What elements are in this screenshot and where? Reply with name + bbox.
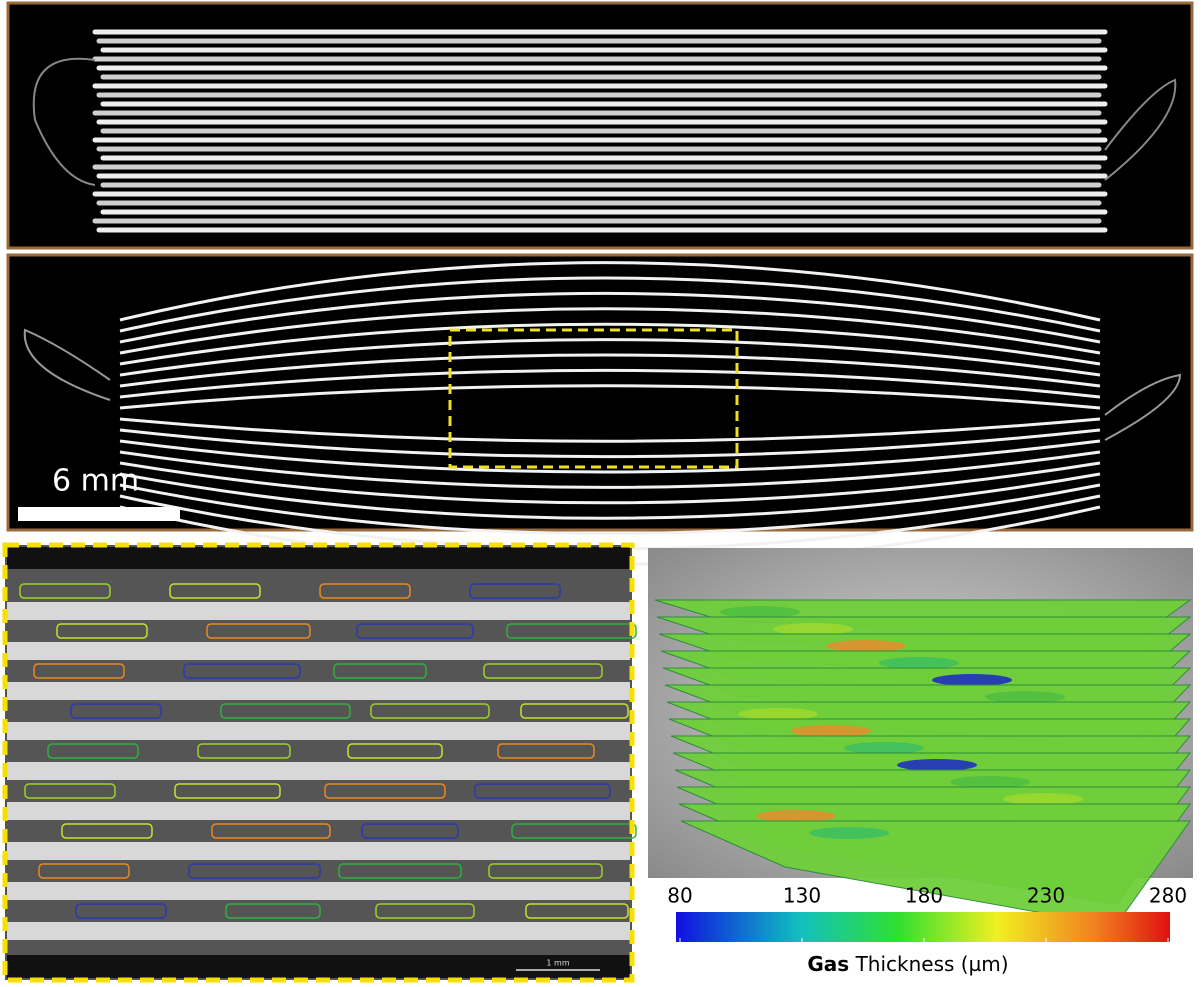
separator-band bbox=[7, 682, 630, 700]
gas-patch bbox=[932, 674, 1012, 686]
colorbar-tick-label: 80 bbox=[667, 884, 692, 908]
separator-band bbox=[7, 882, 630, 900]
gas-patch bbox=[1003, 793, 1083, 805]
gas-patch bbox=[791, 725, 871, 737]
colorbar-tick-label: 230 bbox=[1027, 884, 1065, 908]
colorbar-tick-label: 130 bbox=[783, 884, 821, 908]
separator-band bbox=[7, 842, 630, 860]
gas-patch bbox=[844, 742, 924, 754]
separator-band bbox=[7, 802, 630, 820]
page: 6 mm 1 mm 80 130 180 230 280 Gas Thickness (… bbox=[0, 0, 1202, 987]
inset-scale-label: 1 mm bbox=[546, 959, 569, 968]
colorbar-tick-label: 280 bbox=[1149, 884, 1187, 908]
gas-patch bbox=[809, 827, 889, 839]
scale-bar-label: 6 mm bbox=[52, 464, 139, 499]
gas-patch bbox=[985, 691, 1065, 703]
gas-patch bbox=[720, 606, 800, 618]
separator-band bbox=[7, 762, 630, 780]
colorbar-label: Gas Thickness (µm) bbox=[807, 952, 1008, 976]
separator-band bbox=[7, 602, 630, 620]
colorbar-label-bold: Gas bbox=[807, 952, 849, 976]
colorbar-tick-label: 180 bbox=[905, 884, 943, 908]
colorbar bbox=[676, 912, 1170, 942]
separator-band bbox=[7, 642, 630, 660]
separator-band bbox=[7, 722, 630, 740]
gas-patch bbox=[897, 759, 977, 771]
gas-patch bbox=[773, 623, 853, 635]
edge-dark bbox=[7, 547, 630, 569]
colorbar-label-rest: Thickness (µm) bbox=[855, 952, 1009, 976]
figure: 6 mm 1 mm 80 130 180 230 280 Gas Thickness (… bbox=[0, 0, 1202, 983]
gas-patch bbox=[756, 810, 836, 822]
separator-band bbox=[7, 922, 630, 940]
gas-patch bbox=[826, 640, 906, 652]
gas-patch bbox=[738, 708, 818, 720]
scale-bar bbox=[18, 507, 180, 521]
gas-patch bbox=[879, 657, 959, 669]
gas-patch bbox=[950, 776, 1030, 788]
edge-dark bbox=[7, 955, 630, 978]
